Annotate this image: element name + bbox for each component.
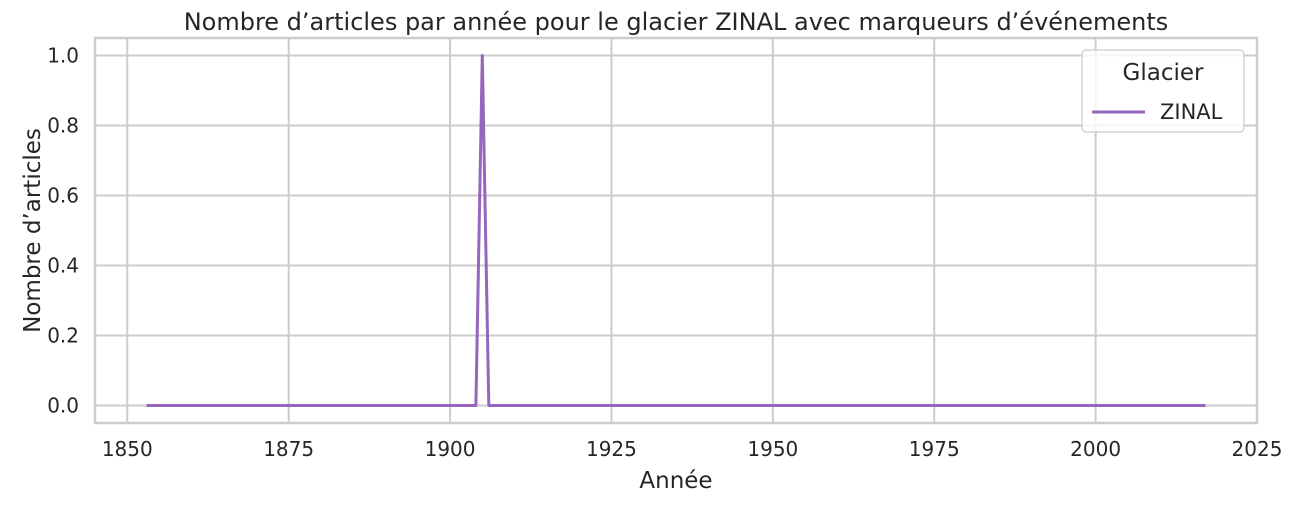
x-tick-label: 1925 bbox=[586, 437, 637, 461]
legend: Glacier ZINAL bbox=[1081, 49, 1245, 133]
y-tick-label: 0.0 bbox=[47, 394, 79, 418]
x-tick-label: 1950 bbox=[747, 437, 798, 461]
series-line-zinal bbox=[146, 54, 1206, 407]
x-axis-label: Année bbox=[639, 468, 712, 494]
plot-frame bbox=[93, 36, 1259, 425]
y-tick-label: 0.4 bbox=[47, 254, 79, 278]
y-tick-label: 0.2 bbox=[47, 324, 79, 348]
y-tick-label: 0.6 bbox=[47, 184, 79, 208]
grid bbox=[95, 38, 1258, 423]
x-tick-label: 2025 bbox=[1232, 437, 1283, 461]
legend-label-zinal: ZINAL bbox=[1160, 100, 1223, 124]
y-axis-label: Nombre d’articles bbox=[20, 128, 46, 333]
x-tick-label: 1900 bbox=[425, 437, 476, 461]
legend-title: Glacier bbox=[1123, 60, 1204, 86]
series-layer bbox=[146, 54, 1206, 407]
x-tick-label: 1875 bbox=[263, 437, 314, 461]
x-tick-label: 1975 bbox=[909, 437, 960, 461]
y-tick-label: 0.8 bbox=[47, 114, 79, 138]
y-tick-label: 1.0 bbox=[47, 44, 79, 68]
tick-labels: 1850 1875 1900 1925 1950 1975 2000 2025 0.0 0.2 0.… bbox=[47, 44, 1282, 462]
x-tick-label: 2000 bbox=[1070, 437, 1121, 461]
chart-title: Nombre d’articles par année pour le glac… bbox=[184, 8, 1169, 36]
x-tick-label: 1850 bbox=[102, 437, 153, 461]
